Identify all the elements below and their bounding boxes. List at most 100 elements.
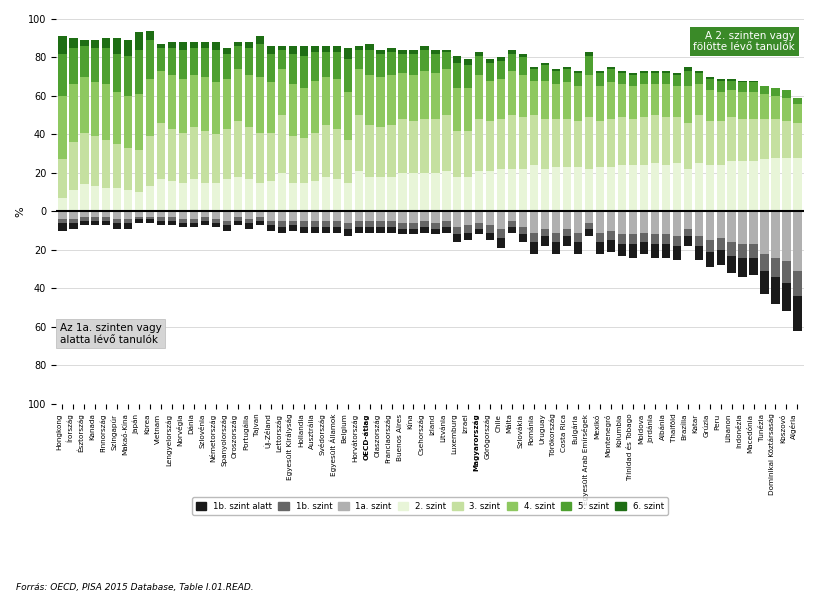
Bar	[771, 212, 780, 257]
Bar	[102, 217, 111, 221]
Bar	[519, 75, 527, 117]
Bar	[705, 76, 714, 79]
Bar	[190, 75, 198, 127]
Bar	[322, 46, 330, 52]
Bar	[398, 50, 406, 53]
Bar	[410, 53, 418, 75]
Bar	[245, 178, 253, 212]
Bar	[410, 173, 418, 212]
Bar	[168, 212, 176, 217]
Bar	[102, 189, 111, 212]
Bar	[760, 212, 768, 254]
Bar	[574, 73, 582, 87]
Bar	[179, 212, 188, 219]
Bar	[333, 212, 341, 221]
Bar	[607, 82, 615, 119]
Bar	[508, 221, 516, 227]
Bar	[727, 79, 735, 81]
Bar	[475, 75, 483, 119]
Bar	[727, 161, 735, 212]
Bar	[70, 142, 78, 190]
Bar	[705, 212, 714, 240]
Bar	[749, 119, 758, 161]
Bar	[113, 223, 121, 229]
Bar	[365, 75, 373, 125]
Bar	[453, 130, 461, 177]
Bar	[146, 79, 154, 136]
Bar	[113, 38, 121, 53]
Bar	[322, 76, 330, 125]
Bar	[223, 79, 231, 129]
Bar	[113, 53, 121, 92]
Bar	[618, 234, 626, 244]
Bar	[662, 212, 670, 234]
Bar	[113, 92, 121, 144]
Bar	[322, 221, 330, 227]
Y-axis label: %: %	[15, 206, 25, 216]
Bar	[124, 212, 133, 219]
Bar	[70, 219, 78, 223]
Bar	[179, 79, 188, 132]
Bar	[91, 40, 99, 48]
Bar	[464, 177, 473, 212]
Bar	[179, 132, 188, 183]
Bar	[398, 212, 406, 223]
Bar	[794, 158, 802, 212]
Bar	[684, 123, 692, 169]
Bar	[333, 79, 341, 129]
Bar	[333, 46, 341, 52]
Bar	[705, 252, 714, 267]
Bar	[574, 232, 582, 242]
Bar	[146, 219, 154, 223]
Bar	[760, 87, 768, 94]
Bar	[705, 121, 714, 165]
Bar	[168, 42, 176, 48]
Bar	[618, 84, 626, 117]
Bar	[201, 76, 209, 130]
Bar	[343, 229, 352, 237]
Bar	[497, 169, 505, 212]
Bar	[212, 212, 220, 219]
Bar	[300, 212, 308, 221]
Bar	[519, 58, 527, 75]
Bar	[497, 119, 505, 169]
Bar	[563, 212, 571, 229]
Bar	[212, 223, 220, 227]
Bar	[289, 212, 297, 221]
Bar	[739, 212, 747, 244]
Bar	[168, 129, 176, 181]
Bar	[333, 129, 341, 178]
Bar	[574, 167, 582, 212]
Bar	[464, 232, 473, 240]
Bar	[124, 219, 133, 223]
Bar	[278, 221, 286, 227]
Bar	[343, 183, 352, 212]
Bar	[640, 165, 648, 212]
Bar	[662, 244, 670, 257]
Bar	[508, 227, 516, 232]
Bar	[223, 53, 231, 79]
Bar	[662, 165, 670, 212]
Bar	[212, 183, 220, 212]
Bar	[432, 73, 440, 119]
Bar	[651, 73, 659, 84]
Bar	[410, 121, 418, 173]
Bar	[387, 52, 396, 75]
Bar	[300, 88, 308, 138]
Bar	[157, 48, 165, 71]
Bar	[486, 63, 495, 81]
Bar	[705, 240, 714, 252]
Bar	[596, 71, 604, 73]
Bar	[355, 46, 363, 50]
Bar	[717, 212, 725, 238]
Bar	[70, 223, 78, 229]
Bar	[267, 82, 275, 132]
Bar	[245, 75, 253, 127]
Bar	[365, 212, 373, 221]
Bar	[80, 217, 88, 221]
Bar	[124, 56, 133, 96]
Bar	[432, 229, 440, 234]
Bar	[377, 50, 385, 53]
Bar	[749, 244, 758, 257]
Bar	[322, 125, 330, 177]
